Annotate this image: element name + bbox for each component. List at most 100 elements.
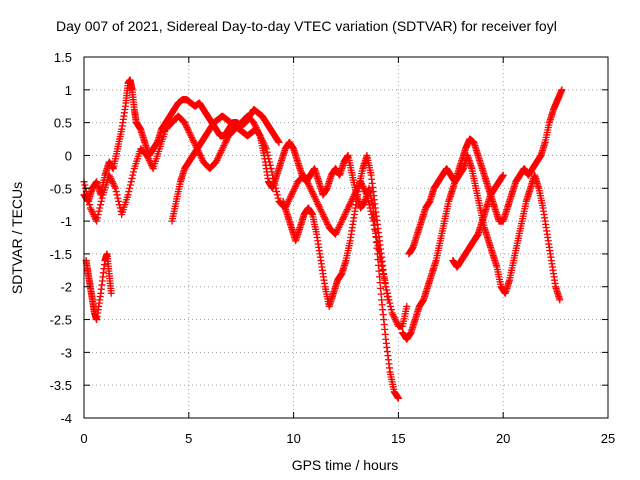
data-point	[306, 183, 314, 191]
data-point	[337, 219, 345, 227]
data-point	[274, 194, 282, 202]
data-point	[403, 302, 411, 310]
data-point	[310, 192, 318, 200]
x-axis-title: GPS time / hours	[292, 457, 399, 473]
axis-ticks	[83, 56, 609, 419]
data-point	[81, 181, 89, 189]
data-point	[181, 119, 189, 127]
data-point	[223, 135, 231, 143]
y-tick-label: 1	[65, 83, 72, 98]
data-point	[262, 145, 270, 153]
data-point	[285, 196, 293, 204]
data-point	[214, 153, 222, 161]
data-point	[307, 186, 315, 194]
y-tick-label: -3	[60, 345, 72, 360]
data-point	[345, 202, 353, 210]
data-point	[340, 212, 348, 220]
data-point	[83, 191, 91, 199]
x-tick-label: 15	[391, 431, 405, 446]
data-point	[314, 201, 322, 209]
data-point	[312, 196, 320, 204]
data-point	[309, 189, 317, 197]
data-point	[313, 197, 321, 205]
y-tick-label: 0.5	[54, 116, 72, 131]
x-tick-label: 0	[80, 431, 87, 446]
data-point	[116, 204, 124, 212]
data-point	[390, 312, 398, 320]
data-point	[109, 179, 117, 187]
data-point	[97, 197, 105, 205]
data-point	[215, 151, 223, 159]
data-point	[288, 191, 296, 199]
data-point	[315, 202, 323, 210]
data-point	[127, 178, 135, 186]
data-point	[106, 173, 114, 181]
data-point	[212, 158, 220, 166]
data-point	[339, 214, 347, 222]
data-point	[216, 150, 224, 158]
y-tick-label: -4	[60, 411, 72, 426]
data-point	[94, 211, 102, 219]
data-point	[129, 171, 137, 179]
data-point	[319, 211, 327, 219]
data-point	[359, 183, 367, 191]
y-axis-title: SDTVAR / TECUs	[9, 182, 25, 294]
data-point	[556, 296, 564, 304]
data-point	[92, 215, 100, 223]
y-tick-label: -1	[60, 214, 72, 229]
data-point	[95, 207, 103, 215]
data-point	[105, 171, 113, 179]
data-point	[346, 201, 354, 209]
data-point	[275, 138, 283, 146]
data-point	[313, 199, 321, 207]
series-arc-d	[168, 112, 402, 402]
series-arc-c	[82, 250, 115, 324]
data-point	[217, 148, 225, 156]
data-point	[321, 215, 329, 223]
data-point	[344, 204, 352, 212]
y-tick-labels: 1.5 1 0.5 0 -0.5 -1 -1.5 -2 -2.5 -3 -3.5 -4	[50, 50, 72, 426]
data-point	[96, 204, 104, 212]
data-point	[144, 155, 152, 163]
data-point	[290, 186, 298, 194]
data-point	[185, 128, 193, 136]
data-point	[189, 137, 197, 145]
data-point	[126, 184, 134, 192]
chart-title: Day 007 of 2021, Sidereal Day-to-day VTE…	[56, 18, 557, 34]
x-tick-label: 5	[185, 431, 192, 446]
data-point	[126, 181, 134, 189]
y-tick-label: -2	[60, 280, 72, 295]
data-point	[558, 86, 566, 94]
data-point	[291, 184, 299, 192]
data-point	[213, 156, 221, 164]
data-point	[388, 309, 396, 317]
data-point	[333, 227, 341, 235]
data-point	[318, 209, 326, 217]
data-point	[316, 204, 324, 212]
data-point	[221, 138, 229, 146]
data-point	[288, 189, 296, 197]
data-point	[184, 125, 192, 133]
y-tick-label: -0.5	[50, 181, 72, 196]
data-point	[182, 122, 190, 130]
data-point	[190, 138, 198, 146]
data-point	[218, 147, 226, 155]
y-tick-label: -3.5	[50, 378, 72, 393]
data-point	[369, 217, 377, 225]
data-point	[322, 217, 330, 225]
data-point	[110, 181, 118, 189]
data-point	[183, 124, 191, 132]
data-point	[342, 209, 350, 217]
data-point	[98, 194, 106, 202]
data-point	[181, 120, 189, 128]
data-point	[390, 314, 398, 322]
data-point	[324, 220, 332, 228]
data-point	[387, 302, 395, 310]
data-point	[273, 188, 281, 196]
data-point	[499, 171, 507, 179]
data-point	[346, 199, 354, 207]
data-point	[218, 145, 226, 153]
data-point	[338, 217, 346, 225]
data-point	[128, 174, 136, 182]
data-point	[97, 201, 105, 209]
